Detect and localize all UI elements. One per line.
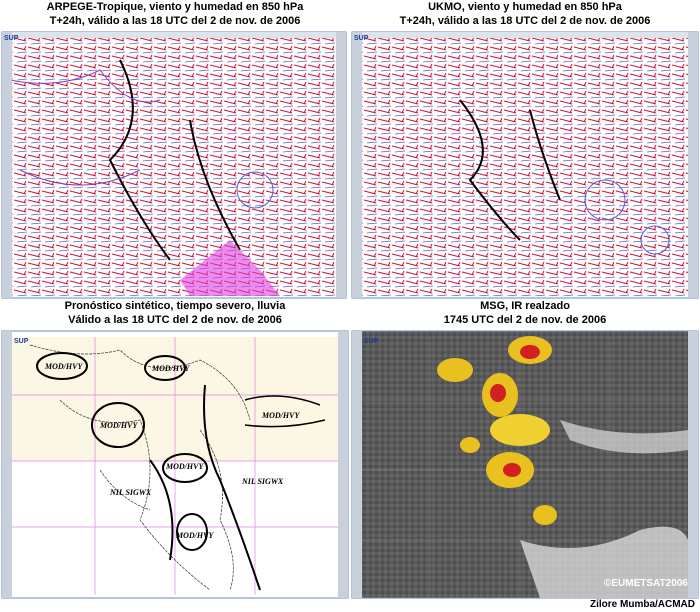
map-label: MOD/HVY [261, 411, 300, 420]
panel-title: ARPEGE-Tropique, viento y humedad en 850… [47, 1, 305, 13]
panel-title: MSG, IR realzado [480, 300, 570, 312]
map-label: NIL SIGWX [241, 477, 284, 486]
toolbar-label: SUP [4, 35, 19, 42]
toolbar-label: SUP [14, 338, 29, 345]
toolbar-label: SUP [354, 35, 369, 42]
satellite-image: ©EUMETSAT2006 SUP [351, 330, 699, 599]
copyright: ©EUMETSAT2006 [604, 578, 688, 589]
map-label: NIL SIGWX [109, 488, 152, 497]
panel-subtitle: 1745 UTC del 2 de nov. de 2006 [444, 314, 606, 326]
synthesis-map: MOD/HVY MOD/HVY MOD/HVY MOD/HVY MOD/HVY … [1, 330, 349, 599]
toolbar-label: SUP [364, 338, 379, 345]
map-label: MOD/HVY [151, 364, 190, 373]
map-label: MOD/HVY [165, 462, 204, 471]
wind-map: SUP [1, 31, 347, 299]
panel-title: Pronóstico sintético, tiempo severo, llu… [65, 300, 287, 312]
map-label: MOD/HVY [99, 421, 138, 430]
wind-map: SUP [351, 31, 699, 299]
cloud-cluster [437, 336, 557, 525]
panel-title: UKMO, viento y humedad en 850 hPa [428, 1, 623, 13]
footer: Zilore Mumba/ACMAD [590, 599, 695, 610]
panel-subtitle: T+24h, válido a las 18 UTC del 2 de nov.… [50, 15, 301, 27]
panel-subtitle: T+24h, válido a las 18 UTC del 2 de nov.… [400, 15, 651, 27]
map-label: MOD/HVY [175, 531, 214, 540]
panel-subtitle: Válido a las 18 UTC del 2 de nov. de 200… [68, 314, 282, 326]
map-label: MOD/HVY [44, 362, 83, 371]
